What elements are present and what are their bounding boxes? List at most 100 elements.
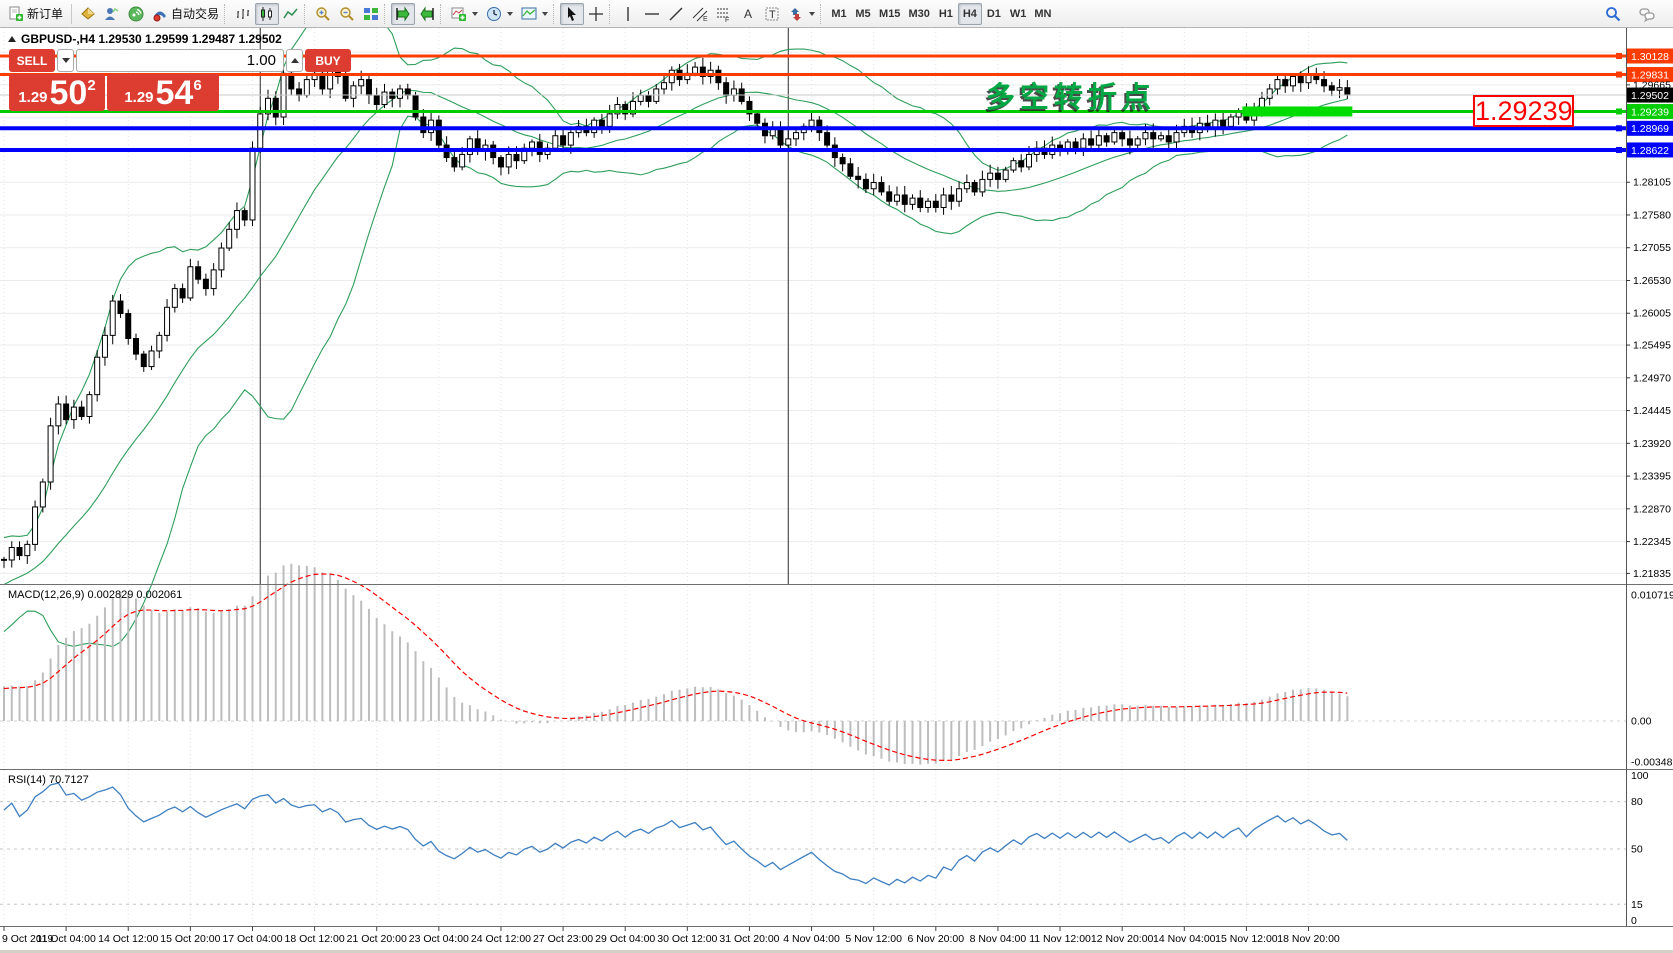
- svg-text:50: 50: [1631, 844, 1643, 856]
- news-button[interactable]: [124, 3, 148, 25]
- collapse-panel-icon[interactable]: [8, 36, 16, 42]
- toolbar: 新订单 自动交易: [0, 0, 1673, 28]
- svg-text:1.29665: 1.29665: [1633, 79, 1671, 91]
- svg-text:1.22345: 1.22345: [1633, 536, 1671, 548]
- periods-button[interactable]: [482, 3, 517, 25]
- timeframe-label: H4: [962, 7, 977, 20]
- svg-text:1.28622: 1.28622: [1631, 145, 1669, 157]
- timeframe-m30-button[interactable]: M30: [904, 3, 933, 25]
- svg-text:27 Oct 23:00: 27 Oct 23:00: [533, 933, 593, 945]
- text-button[interactable]: A: [736, 3, 760, 25]
- symbol-ohlc-text: GBPUSD-,H4 1.29530 1.29599 1.29487 1.295…: [21, 32, 282, 46]
- sell-button[interactable]: SELL: [9, 49, 55, 72]
- svg-text:11 Oct 04:00: 11 Oct 04:00: [36, 933, 96, 945]
- svg-text:14 Nov 04:00: 14 Nov 04:00: [1153, 933, 1216, 945]
- line-chart-icon: [283, 8, 298, 18]
- text-label-button[interactable]: T: [760, 3, 784, 25]
- svg-text:1.28969: 1.28969: [1631, 123, 1669, 135]
- svg-text:1.26530: 1.26530: [1633, 275, 1671, 287]
- search-button[interactable]: [1601, 3, 1625, 25]
- crosshair-button[interactable]: [584, 3, 608, 25]
- styler-button[interactable]: [76, 3, 100, 25]
- trendline-button[interactable]: [664, 3, 688, 25]
- sell-price-small: 1.29: [18, 89, 48, 106]
- indicators-icon: [451, 7, 467, 21]
- vertical-line-button[interactable]: [616, 3, 640, 25]
- turning-point-annotation: 多空转折点: [986, 82, 1157, 114]
- timeframe-m15-button[interactable]: M15: [875, 3, 904, 25]
- sell-price-button[interactable]: 1.29 50 2: [9, 74, 105, 111]
- timeframe-h1-button[interactable]: H1: [934, 3, 958, 25]
- zoom-in-icon: [316, 6, 330, 21]
- chart-canvas[interactable]: 1.301281.298311.295021.292391.289691.286…: [0, 28, 1673, 953]
- svg-text:9 Oct 2019: 9 Oct 2019: [2, 933, 54, 945]
- macd-indicator-header: MACD(12,26,9) 0.002829 0.002061: [8, 589, 183, 601]
- svg-text:30 Oct 12:00: 30 Oct 12:00: [657, 933, 717, 945]
- svg-text:1.26005: 1.26005: [1633, 308, 1671, 320]
- zoom-in-button[interactable]: [311, 3, 335, 25]
- auto-trading-button[interactable]: 自动交易: [148, 3, 223, 25]
- indicators-button[interactable]: [447, 3, 482, 25]
- svg-text:8 Nov 04:00: 8 Nov 04:00: [970, 933, 1027, 945]
- chart-shift-icon: [420, 5, 434, 22]
- svg-text:14 Oct 12:00: 14 Oct 12:00: [98, 933, 158, 945]
- dropdown-caret-icon: [507, 11, 514, 16]
- timeframe-d1-button[interactable]: D1: [982, 3, 1006, 25]
- timeframe-w1-button[interactable]: W1: [1006, 3, 1031, 25]
- timeframe-m5-button[interactable]: M5: [851, 3, 875, 25]
- svg-text:1.24970: 1.24970: [1633, 372, 1671, 384]
- chat-button[interactable]: [1635, 3, 1659, 25]
- cursor-button[interactable]: [560, 2, 585, 25]
- volume-input[interactable]: [76, 49, 284, 72]
- toolbar-grip: [609, 3, 613, 24]
- timeframe-m1-button[interactable]: M1: [827, 3, 851, 25]
- window-bottom-edge: [0, 950, 1673, 953]
- timeframe-mn-button[interactable]: MN: [1030, 3, 1055, 25]
- horizontal-line-button[interactable]: [640, 3, 664, 25]
- svg-text:1.22870: 1.22870: [1633, 503, 1671, 515]
- bar-chart-button[interactable]: [231, 3, 255, 25]
- toolbar-grip: [224, 3, 228, 24]
- fibonacci-button[interactable]: F: [712, 3, 736, 25]
- buy-button[interactable]: BUY: [305, 49, 351, 72]
- svg-text:21 Oct 20:00: 21 Oct 20:00: [347, 933, 407, 945]
- volume-increase-button[interactable]: [286, 49, 303, 72]
- tile-windows-icon: [364, 7, 379, 20]
- templates-button[interactable]: [517, 3, 552, 25]
- zoom-out-button[interactable]: [335, 3, 359, 25]
- svg-text:T: T: [769, 9, 776, 21]
- symbol-ohlc-header: GBPUSD-,H4 1.29530 1.29599 1.29487 1.295…: [8, 32, 282, 46]
- equidistant-channel-button[interactable]: E: [688, 3, 712, 25]
- toolbar-grip: [304, 3, 308, 24]
- toolbar-grip: [440, 3, 444, 24]
- svg-text:18 Nov 20:00: 18 Nov 20:00: [1277, 933, 1340, 945]
- svg-text:0.010719: 0.010719: [1631, 589, 1673, 601]
- candlestick-chart-button[interactable]: [255, 2, 280, 25]
- profile-button[interactable]: [100, 3, 124, 25]
- auto-trading-icon: [153, 11, 167, 21]
- timeframe-label: M5: [855, 7, 871, 20]
- crosshair-icon: [589, 6, 604, 21]
- tile-windows-button[interactable]: [359, 3, 383, 25]
- svg-text:1.24445: 1.24445: [1633, 405, 1671, 417]
- timeframe-h4-button[interactable]: H4: [957, 2, 982, 25]
- svg-text:29 Oct 04:00: 29 Oct 04:00: [595, 933, 655, 945]
- volume-decrease-button[interactable]: [57, 49, 74, 72]
- svg-text:1.23920: 1.23920: [1633, 438, 1671, 450]
- sell-price-big: 50: [49, 73, 88, 112]
- template-icon: [521, 7, 537, 19]
- auto-scroll-button[interactable]: [391, 2, 416, 25]
- buy-price-sup: 6: [193, 77, 202, 94]
- chart-shift-button[interactable]: [415, 3, 439, 25]
- buy-price-button[interactable]: 1.29 54 6: [107, 74, 219, 111]
- svg-text:0: 0: [1631, 915, 1637, 927]
- new-order-button[interactable]: 新订单: [4, 3, 67, 25]
- horizontal-line-icon: [645, 12, 660, 15]
- timeframe-label: D1: [986, 7, 1001, 20]
- line-chart-button[interactable]: [279, 3, 303, 25]
- arrows-button[interactable]: [784, 3, 819, 25]
- svg-text:1.28105: 1.28105: [1633, 177, 1671, 189]
- auto-scroll-icon: [396, 5, 410, 22]
- buy-price-small: 1.29: [124, 89, 154, 106]
